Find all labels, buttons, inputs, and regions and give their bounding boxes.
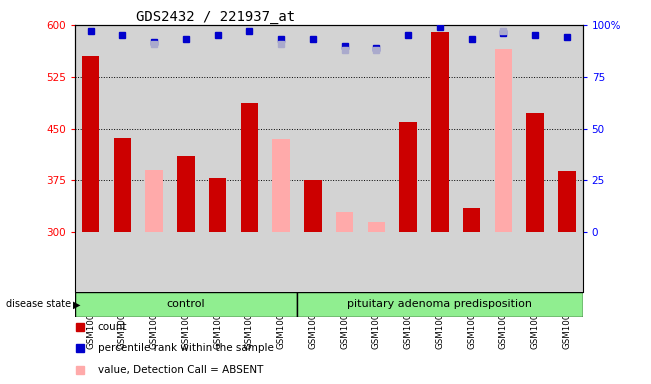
Bar <box>463 208 480 232</box>
Bar <box>495 49 512 232</box>
Bar <box>431 32 449 232</box>
Bar <box>114 137 132 232</box>
Bar <box>177 156 195 232</box>
Bar <box>145 170 163 232</box>
Text: ▶: ▶ <box>73 299 81 310</box>
Bar <box>272 139 290 232</box>
Bar <box>399 122 417 232</box>
Bar <box>304 180 322 232</box>
Text: disease state: disease state <box>7 299 72 310</box>
Bar <box>209 179 227 232</box>
Bar <box>336 212 353 232</box>
Text: control: control <box>167 299 205 310</box>
Text: GDS2432 / 221937_at: GDS2432 / 221937_at <box>136 10 295 24</box>
Bar <box>526 113 544 232</box>
Bar <box>82 56 100 232</box>
Bar <box>297 292 583 317</box>
Text: pituitary adenoma predisposition: pituitary adenoma predisposition <box>348 299 533 310</box>
Bar <box>558 172 575 232</box>
Bar <box>241 103 258 232</box>
Text: value, Detection Call = ABSENT: value, Detection Call = ABSENT <box>98 364 263 375</box>
Text: count: count <box>98 322 127 333</box>
Bar <box>368 222 385 232</box>
Bar <box>75 292 297 317</box>
Text: percentile rank within the sample: percentile rank within the sample <box>98 343 273 354</box>
